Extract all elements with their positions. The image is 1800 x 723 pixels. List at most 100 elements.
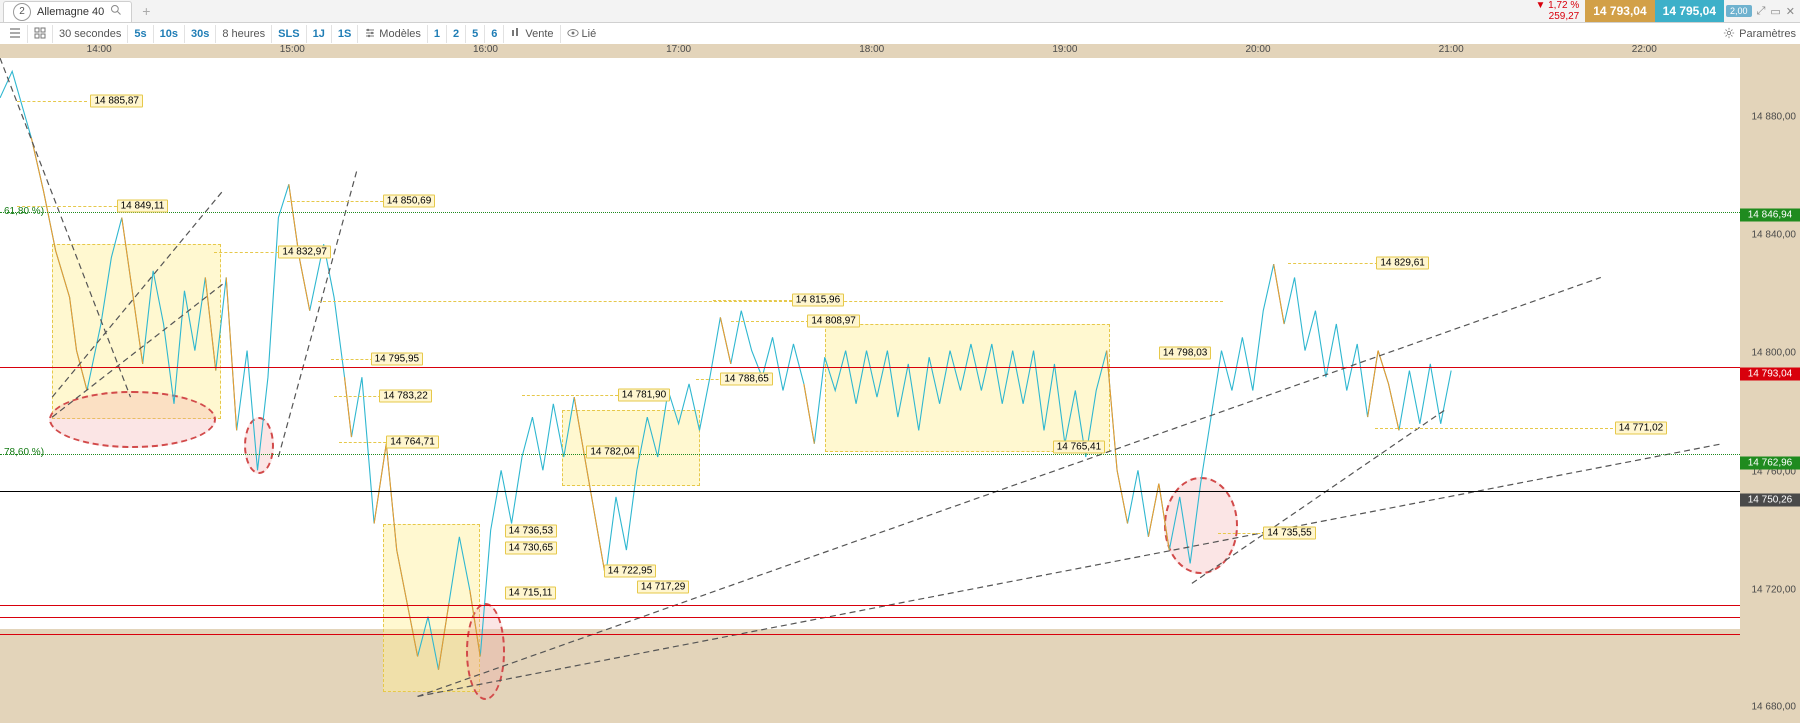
time-tick: 16:00 (473, 44, 498, 55)
models-label: Modèles (379, 28, 421, 40)
settings-label[interactable]: Paramètres (1739, 28, 1796, 40)
price-tick: 14 880,00 (1752, 112, 1797, 123)
layout-1[interactable]: 1 (428, 25, 447, 43)
layout-5[interactable]: 5 (466, 25, 485, 43)
bid-price[interactable]: 14 793,04 (1585, 0, 1654, 22)
sale-button[interactable]: Vente (504, 25, 560, 43)
price-label[interactable]: 14 832,97 (278, 246, 331, 259)
price-label[interactable]: 14 783,22 (379, 389, 432, 402)
price-label[interactable]: 14 764,71 (386, 436, 439, 449)
sale-label: Vente (525, 28, 553, 40)
layout-6[interactable]: 6 (485, 25, 504, 43)
price-tick: 14 800,00 (1752, 348, 1797, 359)
tf-10s[interactable]: 10s (154, 25, 185, 43)
price-label[interactable]: 14 815,96 (792, 294, 845, 307)
tab-bar: 2 Allemagne 40 + ▼ 1,72 % 259,27 14 793,… (0, 0, 1800, 23)
chart-area[interactable]: 61,80 %)78,60 %)14 885,8714 849,1114 850… (0, 58, 1740, 723)
popout-icon[interactable]: ▭ (1770, 5, 1780, 18)
h-line[interactable] (0, 491, 1740, 492)
instrument-name: Allemagne 40 (37, 6, 104, 18)
search-icon[interactable] (110, 4, 122, 19)
level-line[interactable] (1288, 263, 1384, 264)
level-line[interactable] (1375, 428, 1619, 429)
level-line[interactable] (713, 300, 791, 301)
time-tick: 15:00 (280, 44, 305, 55)
level-line[interactable] (522, 395, 618, 396)
gear-icon[interactable] (1723, 27, 1735, 42)
price-label[interactable]: 14 771,02 (1615, 422, 1668, 435)
price-label[interactable]: 14 885,87 (90, 95, 143, 108)
price-label[interactable]: 14 715,11 (505, 586, 557, 599)
time-tick: 21:00 (1439, 44, 1464, 55)
toolbar: 30 secondes 5s 10s 30s 8 heures SLS 1J 1… (0, 23, 1800, 46)
tf-30s[interactable]: 30s (185, 25, 216, 43)
price-tick: 14 720,00 (1752, 584, 1797, 595)
interval-label: 30 secondes (59, 28, 121, 40)
price-label[interactable]: 14 795,95 (371, 353, 424, 366)
time-tick: 14:00 (87, 44, 112, 55)
spread-badge: 2,00 (1726, 5, 1752, 17)
tf-5s[interactable]: 5s (128, 25, 153, 43)
level-line[interactable] (17, 206, 121, 207)
level-line[interactable] (318, 301, 1223, 302)
abs-change: 259,27 (1535, 11, 1579, 22)
price-tick: 14 840,00 (1752, 230, 1797, 241)
header-right: ▼ 1,72 % 259,27 14 793,04 14 795,04 2,00… (1529, 0, 1800, 22)
time-axis: 14:0015:0016:0017:0018:0019:0020:0021:00… (0, 44, 1740, 58)
price-label[interactable]: 14 765,41 (1053, 441, 1106, 454)
period-1j[interactable]: 1J (307, 25, 332, 43)
price-label[interactable]: 14 730,65 (505, 542, 558, 555)
price-label[interactable]: 14 782,04 (586, 445, 639, 458)
price-tag: 14 846,94 (1740, 208, 1800, 221)
tf-8h[interactable]: 8 heures (216, 25, 272, 43)
window-controls: ⤢ ▭ ✕ (1752, 5, 1800, 18)
price-label[interactable]: 14 829,61 (1376, 257, 1429, 270)
expand-icon[interactable]: ⤢ (1757, 5, 1766, 18)
h-line[interactable] (0, 617, 1740, 618)
layout-2[interactable]: 2 (447, 25, 466, 43)
level-line[interactable] (339, 442, 391, 443)
add-tab-button[interactable]: + (142, 3, 150, 19)
price-label[interactable]: 14 808,97 (807, 314, 860, 327)
time-tick: 18:00 (859, 44, 884, 55)
level-line[interactable] (731, 321, 809, 322)
level-line[interactable] (214, 252, 284, 253)
price-label[interactable]: 14 788,65 (720, 372, 773, 385)
toolbar-right: Paramètres (1723, 23, 1796, 45)
price-tick: 14 680,00 (1752, 702, 1797, 713)
price-tag: 14 793,04 (1740, 367, 1800, 380)
period-1s[interactable]: 1S (332, 25, 358, 43)
price-label[interactable]: 14 850,69 (383, 194, 436, 207)
layout-button[interactable] (28, 25, 53, 43)
price-label[interactable]: 14 722,95 (604, 565, 657, 578)
ask-price[interactable]: 14 795,04 (1655, 0, 1724, 22)
interval-button[interactable]: 30 secondes (53, 25, 128, 43)
h-line[interactable] (0, 367, 1740, 368)
time-tick: 17:00 (666, 44, 691, 55)
menu-button[interactable] (3, 25, 28, 43)
price-axis: 14 880,0014 840,0014 800,0014 760,0014 7… (1740, 44, 1800, 723)
models-button[interactable]: Modèles (358, 25, 428, 43)
price-label[interactable]: 14 781,90 (618, 389, 671, 402)
time-tick: 19:00 (1052, 44, 1077, 55)
h-line[interactable] (0, 605, 1740, 606)
link-label: Lié (582, 28, 597, 40)
instrument-tab[interactable]: 2 Allemagne 40 (3, 1, 132, 22)
price-label[interactable]: 14 717,29 (637, 581, 690, 594)
h-line[interactable] (0, 634, 1740, 635)
level-line[interactable] (17, 101, 87, 102)
level-line[interactable] (287, 201, 383, 202)
price-tag: 14 762,96 (1740, 456, 1800, 469)
h-line[interactable] (0, 212, 1740, 213)
link-button[interactable]: Lié (561, 25, 603, 43)
close-icon[interactable]: ✕ (1786, 5, 1795, 18)
eye-icon (567, 27, 579, 42)
price-label[interactable]: 14 798,03 (1159, 347, 1212, 360)
time-tick: 22:00 (1632, 44, 1657, 55)
price-label[interactable]: 14 736,53 (505, 524, 558, 537)
price-label[interactable]: 14 735,55 (1263, 527, 1316, 540)
change-box: ▼ 1,72 % 259,27 (1529, 0, 1585, 22)
price-label[interactable]: 14 849,11 (117, 199, 169, 212)
sls-button[interactable]: SLS (272, 25, 306, 43)
h-line[interactable] (0, 454, 1740, 455)
